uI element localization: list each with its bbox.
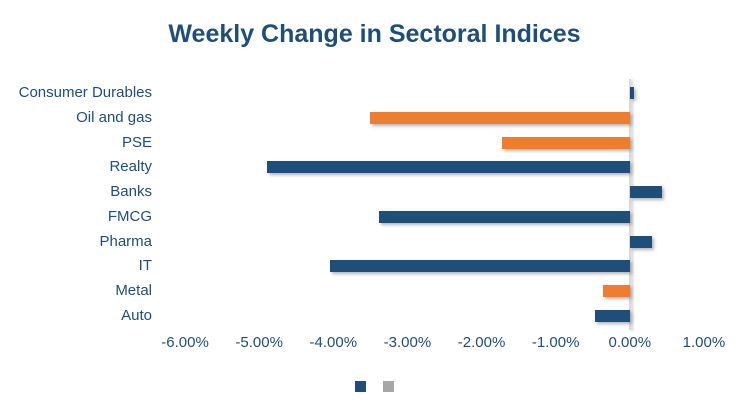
legend-swatch-series-2-swatch — [383, 381, 394, 392]
x-tick-label--6: -6.00% — [161, 334, 209, 351]
chart-legend — [0, 381, 749, 392]
category-label-auto: Auto — [121, 306, 152, 324]
category-label-consumer-durables: Consumer Durables — [18, 84, 152, 102]
zero-axis-line — [628, 79, 631, 330]
bar-consumer-durables — [629, 87, 634, 100]
category-label-pharma: Pharma — [99, 232, 152, 250]
x-tick-label--5: -5.00% — [235, 334, 283, 351]
legend-swatch-series-1-swatch — [355, 381, 366, 392]
x-tick-label--2: -2.00% — [457, 334, 506, 351]
bar-it — [329, 260, 630, 273]
x-tick-label-1: 1.00% — [682, 334, 726, 351]
x-tick-label--4: -4.00% — [309, 334, 358, 351]
x-tick-label--1: -1.00% — [531, 334, 580, 351]
category-label-pse: PSE — [121, 133, 152, 151]
bar-metal — [603, 284, 630, 297]
bar-banks — [629, 186, 663, 199]
plot-area: -6.00% -5.00% -4.00% -3.00% -2.00% -1.00% 0.00… — [148, 79, 741, 351]
bar-auto — [594, 309, 630, 322]
bar-realty — [266, 161, 630, 174]
chart-title: Weekly Change in Sectoral Indices — [168, 20, 581, 48]
bar-fmcg — [378, 210, 630, 223]
bar-pse — [502, 136, 630, 149]
x-tick-label-0: 0.00% — [608, 334, 652, 351]
category-label-realty: Realty — [109, 158, 152, 176]
bar-pharma — [629, 235, 653, 248]
bar-oil-and-gas — [370, 112, 630, 125]
category-label-oil-and-gas: Oil and gas — [76, 109, 152, 127]
category-label-fmcg: FMCG — [107, 207, 152, 225]
x-tick-label--3: -3.00% — [383, 334, 432, 351]
category-label-metal: Metal — [115, 281, 152, 299]
category-label-it: IT — [138, 257, 152, 275]
category-label-banks: Banks — [110, 183, 152, 201]
